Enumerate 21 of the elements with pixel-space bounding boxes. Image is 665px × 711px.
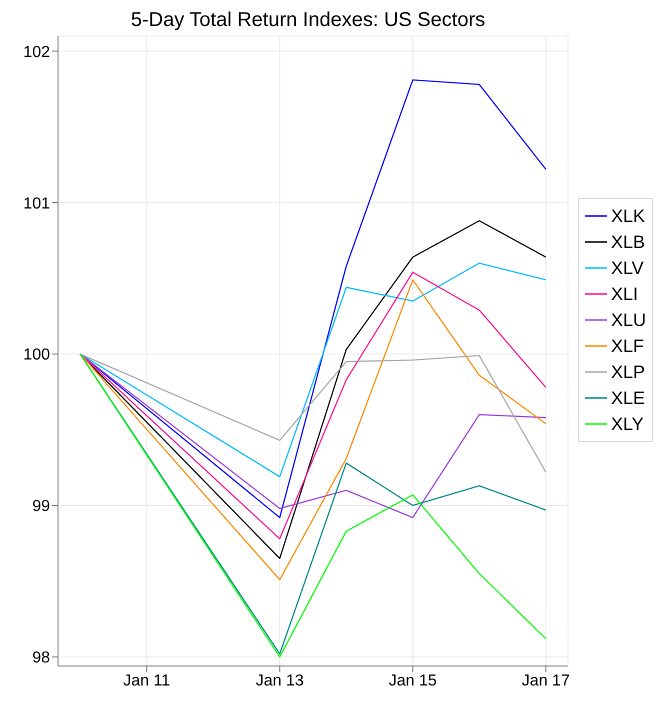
x-tick-label: Jan 17: [522, 672, 570, 690]
legend-label: XLK: [611, 206, 646, 226]
x-tick-label: Jan 11: [123, 672, 170, 690]
line-series: [80, 279, 546, 580]
line-series: [80, 353, 546, 473]
y-tick-label: 99: [32, 498, 50, 516]
legend-label: XLU: [611, 310, 646, 330]
x-tick-label: Jan 15: [388, 672, 437, 690]
legend-label: XLF: [611, 336, 644, 356]
y-tick-label: 100: [23, 346, 50, 364]
legend-label: XLY: [611, 414, 644, 434]
legend-label: XLV: [611, 258, 644, 278]
legend-label: XLI: [611, 284, 638, 304]
chart-title: 5-Day Total Return Indexes: US Sectors: [130, 8, 486, 32]
y-tick-label: 102: [23, 44, 50, 61]
x-tick-label: Jan 13: [256, 672, 304, 690]
legend-label: XLE: [611, 388, 646, 408]
y-tick-label: 98: [32, 650, 50, 667]
legend-label: XLP: [611, 362, 646, 382]
legend-label: XLB: [611, 232, 646, 252]
y-tick-label: 101: [23, 195, 50, 212]
